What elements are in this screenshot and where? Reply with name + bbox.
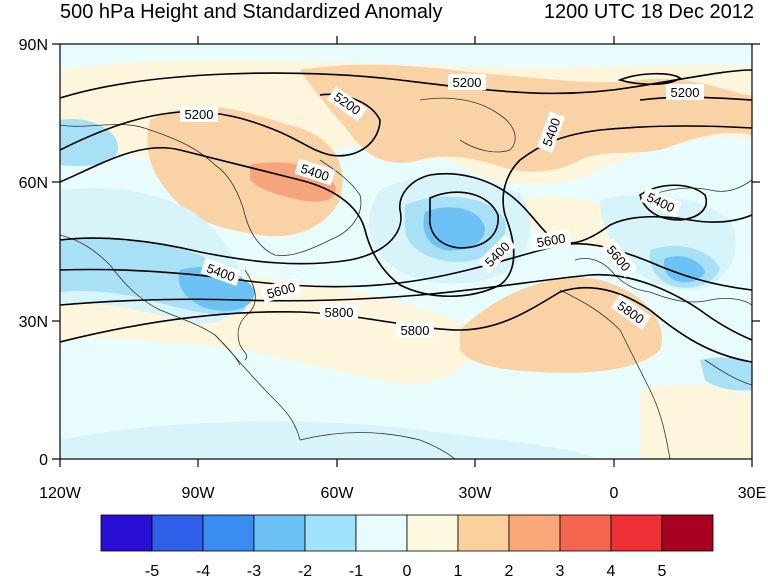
valid-time: 1200 UTC 18 Dec 2012 [543,1,754,23]
colorbar-label: -2 [298,563,312,577]
contour-label-5600-c: 5600 [265,279,297,301]
colorbar-swatch [406,514,459,552]
coast-arabia [704,359,752,386]
coastlines [60,97,752,459]
lon-label-30w: 30W [459,485,493,502]
colorbar-swatch [559,514,612,552]
contour-5800 [60,286,752,363]
contour-label-5200-d: 5200 [671,85,700,100]
anomaly-shading [60,44,752,459]
colorbar-label: -1 [349,563,363,577]
map-frame [59,43,753,460]
lon-label-0: 0 [610,485,619,502]
colorbar-swatch [661,514,714,552]
colorbar-swatch [355,514,408,552]
contour-label-5800-a: 5800 [325,305,354,320]
colorbar: -5 -4 -3 -2 -1 0 1 2 3 4 5 [100,514,714,577]
colorbar-label: 4 [607,563,616,577]
axis-ticks [52,36,760,467]
colorbar-label: -4 [196,563,210,577]
colorbar-label: 2 [505,563,514,577]
lon-label-120w: 120W [39,485,82,502]
lat-label-30n: 30N [19,314,48,331]
contour-label-5800-b: 5800 [401,323,430,338]
coast-greenland-east [419,97,516,153]
pos-region-atlantic-north [300,64,752,172]
lon-label-30e: 30E [738,485,766,502]
contour-label-5600-a: 5600 [536,231,567,251]
coast-north-america-north [60,124,362,257]
colorbar-swatch [508,514,561,552]
colorbar-swatch [457,514,510,552]
contour-5600-b [60,273,752,341]
contour-label-5200-c: 5200 [453,75,482,90]
lat-label-90n: 90N [19,37,48,54]
colorbar-label: 5 [658,563,667,577]
pos-region-africa [460,277,662,373]
contour-5400-europe-low [639,184,707,221]
lat-label-0: 0 [39,452,48,469]
contour-5400-low-inner [429,191,499,249]
coast-north-america-east [237,269,256,361]
contour-5400-main [60,125,752,297]
colorbar-swatch [253,514,306,552]
colorbar-swatch [100,514,153,552]
neg-region-tropics [60,421,600,459]
contour-5600-a [60,242,752,291]
contour-5400-south [60,172,752,265]
coast-mediterranean [649,291,752,306]
lon-label-60w: 60W [321,485,355,502]
colorbar-label: -5 [145,563,159,577]
colorbar-swatch [202,514,255,552]
colorbar-label: 1 [454,563,463,577]
colorbar-label: 3 [556,563,565,577]
lat-label-60n: 60N [19,175,48,192]
colorbar-swatch [304,514,357,552]
colorbar-swatch [610,514,663,552]
contour-5200-canada [60,93,381,157]
neg-region-europe-core [663,256,705,283]
map-title: 500 hPa Height and Standardized Anomaly [60,1,443,23]
coast-africa-west [559,289,671,459]
coast-central-america [214,334,301,441]
height-contours [60,69,752,363]
contour-label-5200-a: 5200 [185,107,214,122]
colorbar-swatch [151,514,204,552]
colorbar-label: -3 [247,563,261,577]
pos-region-se [640,384,752,459]
colorbar-label: 0 [403,563,412,577]
lon-label-90w: 90W [182,485,216,502]
coast-south-america [299,432,456,459]
contour-5200-closed [617,72,682,86]
